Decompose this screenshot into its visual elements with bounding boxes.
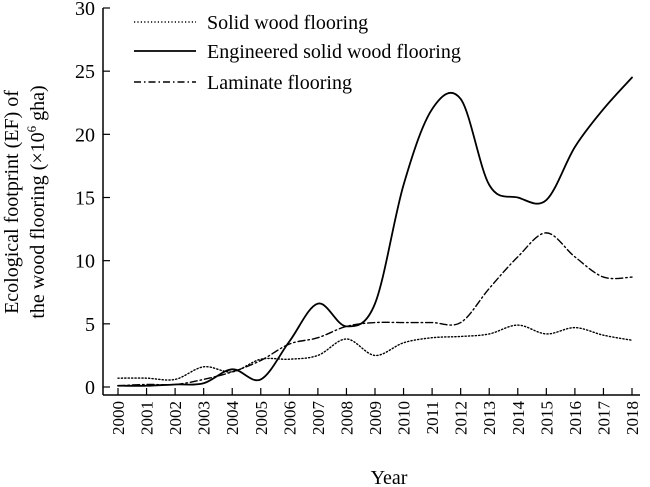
y-axis-title-line2: the wood flooring (×106 gha) — [24, 85, 49, 318]
y-tick-label: 5 — [85, 314, 95, 336]
x-tick-label: 2017 — [594, 401, 613, 436]
x-tick-label: 2006 — [280, 401, 299, 435]
x-tick-label: 2005 — [252, 401, 271, 435]
x-tick-label: 2001 — [138, 401, 157, 435]
series-line-engineered-solid-wood-flooring — [117, 76, 633, 387]
legend-label: Laminate flooring — [207, 72, 352, 94]
x-tick-label: 2011 — [423, 401, 442, 434]
series-line-laminate-flooring — [117, 232, 633, 387]
x-tick-label: 2008 — [337, 401, 356, 435]
x-tick-label: 2013 — [480, 401, 499, 435]
x-tick-label: 2009 — [366, 401, 385, 435]
x-tick-label: 2018 — [623, 401, 642, 435]
x-tick-label: 2003 — [195, 401, 214, 435]
x-tick-label: 2015 — [537, 401, 556, 435]
x-tick-label: 2014 — [509, 401, 528, 436]
x-tick-label: 2004 — [223, 401, 242, 436]
x-tick-label: 2000 — [109, 401, 128, 435]
y-tick-label: 30 — [75, 0, 95, 20]
legend-label: Engineered solid wood flooring — [207, 41, 461, 63]
legend-label: Solid wood flooring — [207, 12, 368, 34]
x-tick-label: 2012 — [452, 401, 471, 435]
x-tick-label: 2010 — [395, 401, 414, 435]
y-tick-label: 15 — [75, 188, 95, 210]
y-tick-label: 10 — [75, 251, 95, 273]
x-axis-title: Year — [371, 467, 408, 487]
y-axis-title-line1: Ecological footprint (EF) of — [1, 90, 23, 314]
x-tick-label: 2016 — [566, 401, 585, 435]
y-tick-label: 25 — [75, 61, 95, 83]
x-tick-label: 2002 — [166, 401, 185, 435]
y-tick-label: 0 — [85, 377, 95, 399]
y-tick-label: 20 — [75, 124, 95, 146]
series-line-solid-wood-flooring — [117, 324, 633, 381]
x-tick-label: 2007 — [309, 401, 328, 436]
